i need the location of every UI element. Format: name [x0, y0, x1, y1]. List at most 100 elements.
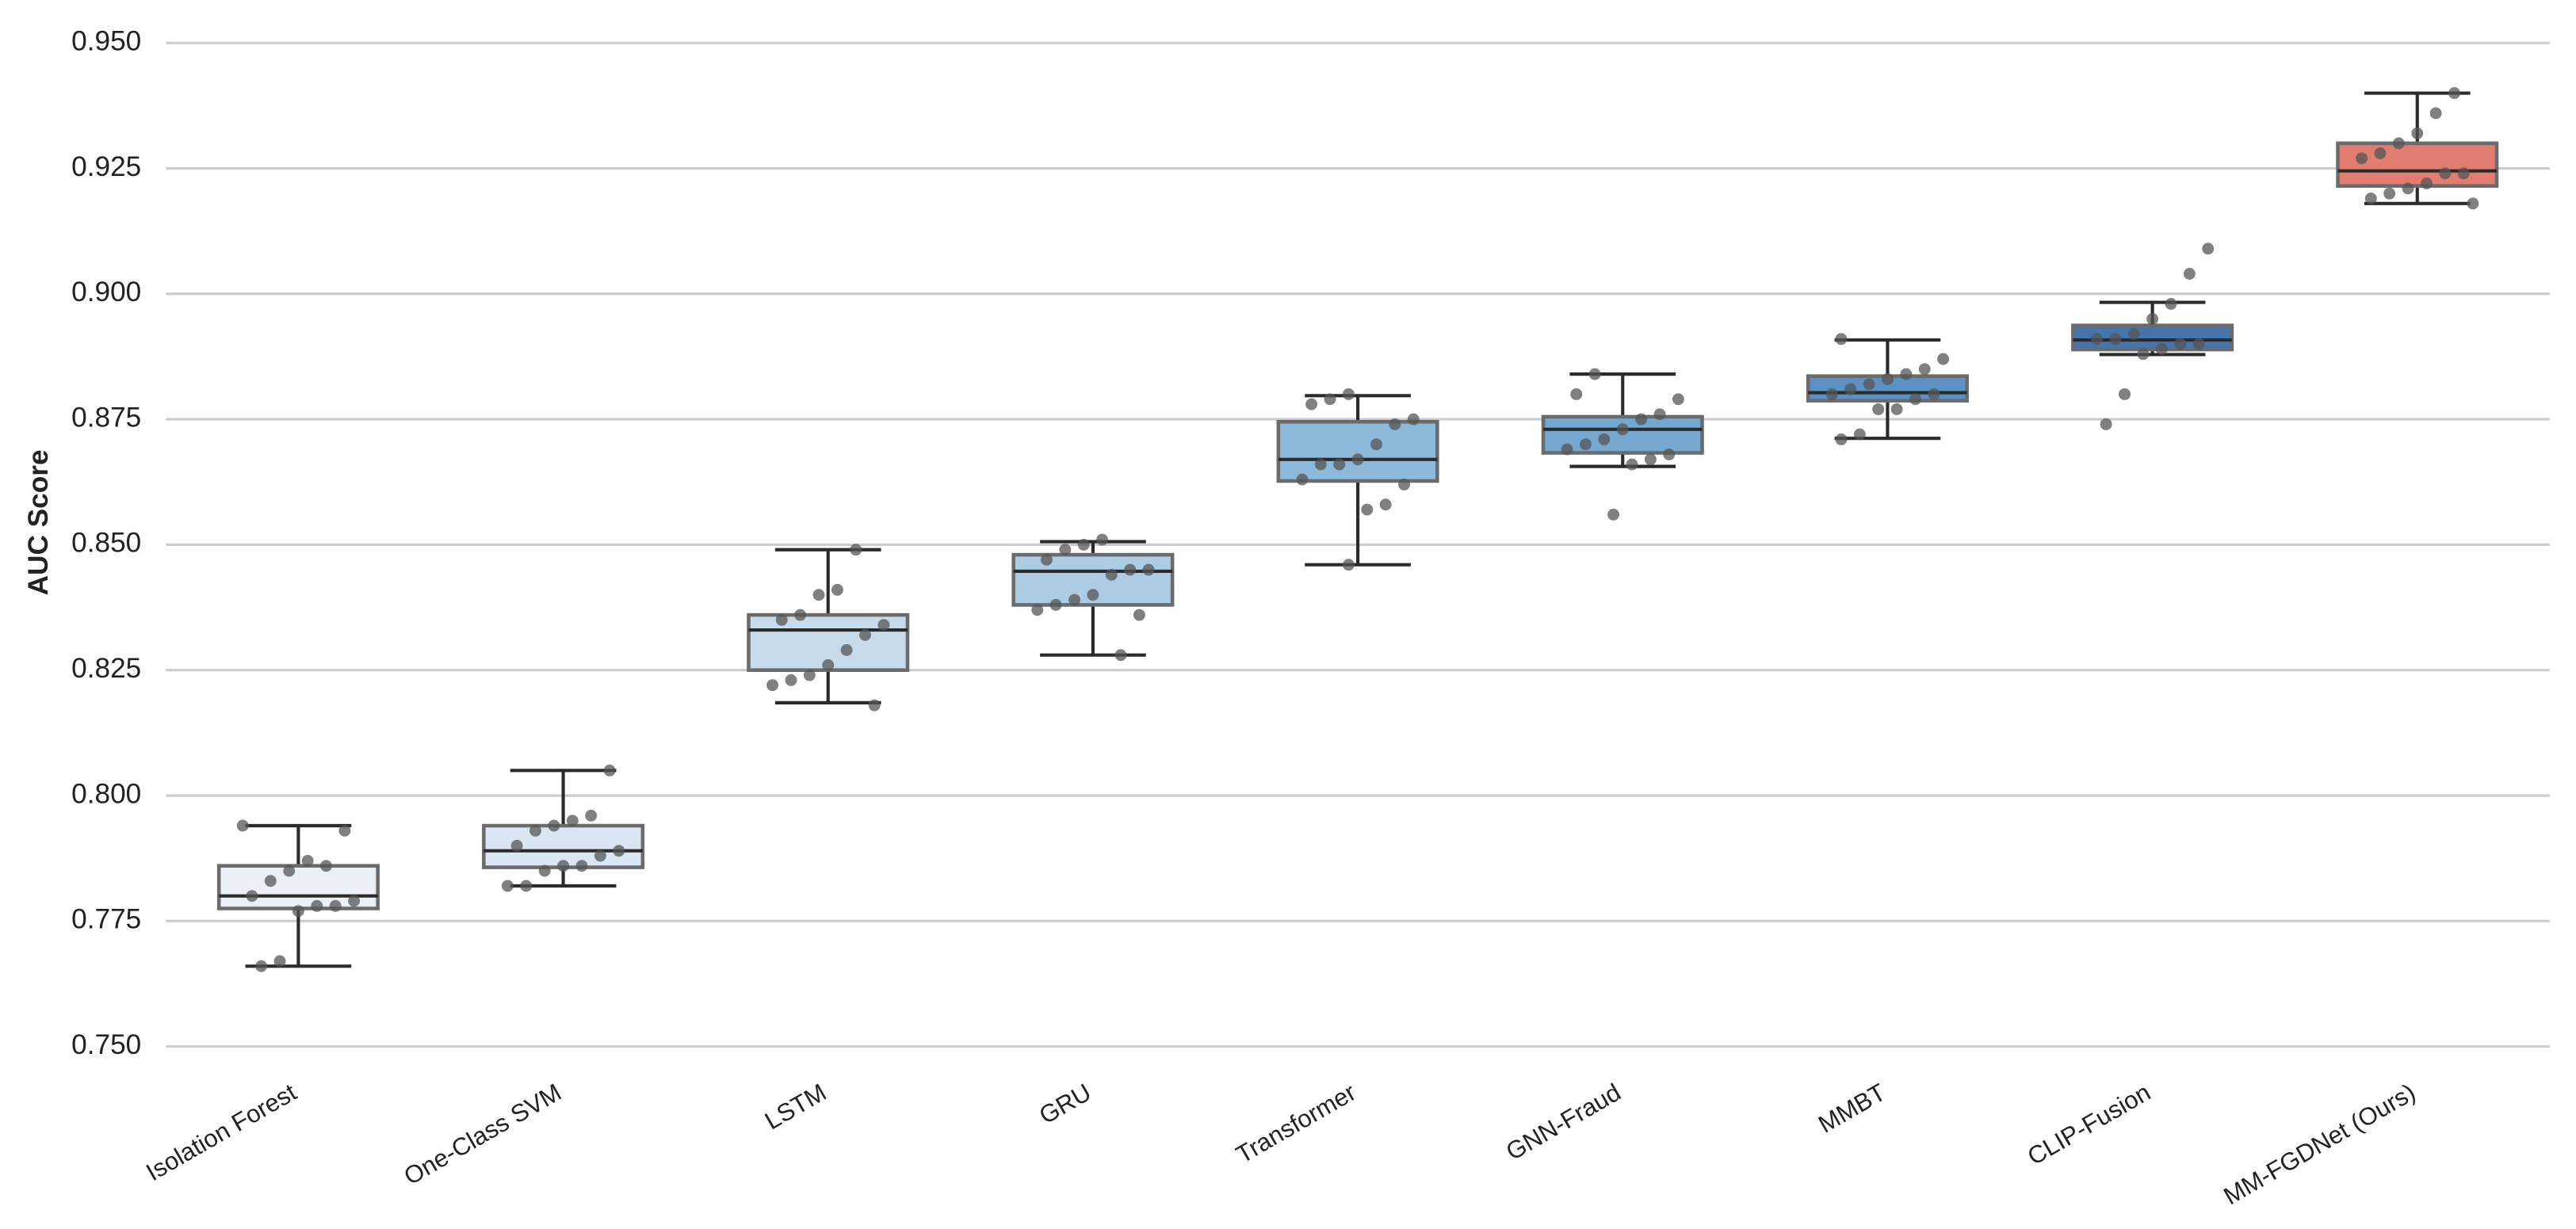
data-point: [2439, 167, 2452, 180]
data-point: [538, 864, 551, 877]
data-point: [1370, 438, 1382, 451]
data-point: [320, 860, 332, 872]
y-tick-label: 0.900: [71, 277, 141, 307]
data-point: [2411, 127, 2424, 139]
data-point: [2467, 197, 2479, 210]
data-point: [1068, 594, 1080, 606]
data-point: [775, 613, 788, 626]
data-point: [2174, 338, 2187, 350]
box: [1276, 419, 1439, 483]
data-point: [292, 905, 304, 918]
data-point: [1635, 413, 1648, 426]
data-point: [1872, 403, 1885, 415]
data-point: [2137, 348, 2150, 361]
data-point: [1626, 458, 1638, 471]
data-point: [301, 854, 314, 867]
data-point: [1361, 503, 1374, 516]
data-point: [850, 544, 862, 556]
data-point: [1853, 428, 1866, 441]
data-point: [1133, 609, 1145, 621]
y-tick-label: 0.775: [71, 904, 141, 935]
data-point: [2402, 182, 2414, 195]
data-point: [785, 674, 797, 686]
data-point: [1918, 363, 1931, 376]
data-point: [2448, 87, 2460, 99]
y-tick-label: 0.825: [71, 653, 141, 684]
data-point: [585, 809, 598, 822]
data-point: [2202, 242, 2215, 255]
data-point: [812, 589, 825, 601]
data-point: [2090, 333, 2103, 345]
data-point: [1049, 598, 1062, 611]
data-point: [603, 764, 616, 777]
data-point: [1909, 393, 1921, 406]
data-point: [2155, 342, 2168, 355]
data-point: [1663, 448, 1676, 460]
data-point: [2192, 338, 2205, 350]
data-point: [2429, 107, 2442, 120]
data-point: [1937, 353, 1950, 365]
data-point: [338, 824, 351, 837]
box: [2336, 141, 2499, 188]
y-tick-label: 0.925: [71, 151, 141, 182]
data-point: [1305, 398, 1318, 410]
x-tick-label: Transformer: [1232, 1078, 1361, 1169]
data-point: [1900, 368, 1913, 380]
data-point: [868, 699, 881, 712]
data-point: [2420, 177, 2433, 189]
data-point: [529, 824, 541, 837]
data-point: [2119, 387, 2131, 400]
data-point: [1333, 458, 1346, 471]
data-point: [255, 960, 268, 972]
data-point: [1031, 604, 1044, 616]
data-point: [1598, 433, 1611, 445]
data-point: [2457, 167, 2470, 180]
x-tick-label: Isolation Forest: [141, 1078, 301, 1186]
data-point: [1351, 453, 1364, 466]
data-point: [1105, 568, 1118, 581]
data-point: [1087, 589, 1099, 601]
data-point: [1616, 423, 1629, 436]
data-point: [1296, 473, 1309, 486]
data-point: [859, 628, 872, 641]
data-point: [1835, 433, 1848, 445]
x-tick-label: GRU: [1034, 1078, 1095, 1130]
data-point: [501, 880, 514, 892]
data-point: [557, 860, 570, 872]
data-point: [2392, 137, 2405, 150]
data-point: [1890, 403, 1903, 415]
x-tick-label: MM-FGDNet (Ours): [2219, 1078, 2421, 1211]
x-tick-label: MMBT: [1814, 1078, 1890, 1139]
y-tick-label: 0.950: [71, 26, 141, 57]
data-point: [273, 955, 286, 968]
data-point: [1342, 559, 1355, 571]
x-tick-label: One-Class SVM: [399, 1078, 566, 1191]
data-point: [1844, 383, 1857, 395]
data-point: [1570, 387, 1583, 400]
data-point: [1114, 649, 1127, 662]
data-point: [1059, 544, 1072, 556]
x-tick-label: LSTM: [760, 1078, 831, 1135]
y-tick-label: 0.875: [71, 402, 141, 433]
data-point: [1928, 387, 1940, 400]
data-point: [2100, 418, 2112, 430]
x-tick-label: CLIP-Fusion: [2023, 1078, 2155, 1171]
data-point: [1881, 372, 1894, 385]
y-tick-label: 0.750: [71, 1029, 141, 1060]
data-point: [822, 658, 835, 671]
data-point: [1379, 498, 1392, 511]
data-point: [1672, 393, 1684, 406]
data-point: [831, 583, 843, 596]
data-point: [2364, 193, 2377, 204]
data-point: [246, 890, 258, 903]
data-point: [1389, 418, 1401, 430]
data-point: [520, 880, 533, 892]
data-point: [2374, 147, 2387, 159]
data-point: [1588, 368, 1601, 380]
y-tick-label: 0.850: [71, 528, 141, 559]
data-point: [2109, 333, 2122, 345]
data-point: [1561, 443, 1573, 456]
data-point: [1096, 533, 1109, 546]
